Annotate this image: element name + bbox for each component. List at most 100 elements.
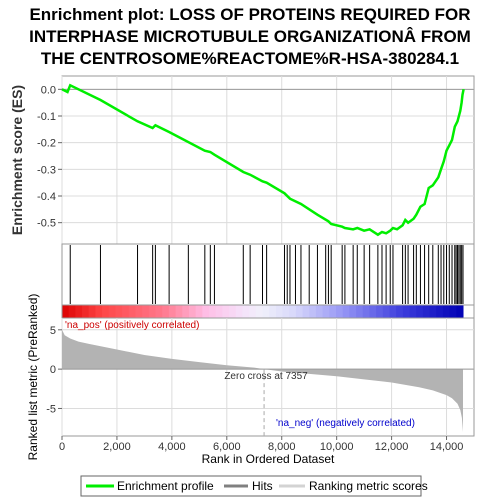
zero-cross-label: Zero cross at 7357 bbox=[224, 371, 308, 382]
x-tick-label: 14,000 bbox=[430, 441, 464, 453]
colorbar-segment bbox=[269, 305, 277, 318]
metric-axis-ticks: 5 0 -5 bbox=[46, 325, 62, 415]
es-panel bbox=[61, 75, 475, 245]
colorbar-segment bbox=[255, 305, 264, 318]
colorbar-segment bbox=[309, 305, 317, 318]
es-tick-label: -0.2 bbox=[37, 138, 56, 150]
es-tick-label: -0.5 bbox=[37, 218, 56, 230]
na-pos-label: 'na_pos' (positively correlated) bbox=[65, 320, 199, 331]
colorbar-segment bbox=[402, 305, 411, 318]
colorbar-segment bbox=[389, 305, 397, 318]
metric-axis-label: Ranked list metric (PreRanked) bbox=[26, 294, 40, 461]
colorbar-segment bbox=[188, 305, 197, 318]
colorbar-segment bbox=[122, 305, 130, 318]
colorbar-segment bbox=[442, 305, 451, 318]
colorbar-segment bbox=[315, 305, 324, 318]
colorbar-segment bbox=[376, 305, 384, 318]
colorbar-segment bbox=[362, 305, 370, 318]
legend-box bbox=[80, 475, 422, 497]
colorbar-segment bbox=[209, 305, 217, 318]
colorbar-segment bbox=[75, 305, 83, 318]
x-tick-label: 12,000 bbox=[375, 441, 409, 453]
colorbar-segment bbox=[295, 305, 304, 318]
colorbar-segment bbox=[409, 305, 417, 318]
colorbar-segment bbox=[82, 305, 90, 318]
colorbar-segment bbox=[349, 305, 357, 318]
x-tick-label: 8,000 bbox=[268, 441, 296, 453]
colorbar-segment bbox=[275, 305, 284, 318]
colorbar-segment bbox=[456, 305, 464, 318]
colorbar-segment bbox=[336, 305, 344, 318]
hits-marks bbox=[69, 245, 464, 304]
colorbar-segment bbox=[356, 305, 364, 318]
colorbar-segment bbox=[235, 305, 243, 318]
colorbar-segment bbox=[88, 305, 96, 318]
colorbar-segment bbox=[289, 305, 297, 318]
colorbar-segment bbox=[369, 305, 377, 318]
colorbar-segment bbox=[436, 305, 444, 318]
es-tick-label: -0.1 bbox=[37, 111, 56, 123]
na-neg-label: 'na_neg' (negatively correlated) bbox=[276, 418, 415, 429]
enrichment-profile-line bbox=[61, 83, 465, 237]
colorbar-segment bbox=[62, 305, 70, 318]
ranking-metric-area bbox=[62, 329, 464, 433]
x-tick-label: 0 bbox=[59, 441, 65, 453]
title-line-2: INTERPHASE MICROTUBULE ORGANIZATIONÂ FRO… bbox=[29, 27, 471, 46]
colorbar-segment bbox=[222, 305, 230, 318]
colorbar-segment bbox=[322, 305, 330, 318]
es-tick-label: -0.4 bbox=[37, 191, 56, 203]
colorbar-segment bbox=[449, 305, 457, 318]
colorbar-segment bbox=[422, 305, 431, 318]
colorbar-segment bbox=[182, 305, 190, 318]
colorbar-segment bbox=[175, 305, 183, 318]
colorbar-segment bbox=[162, 305, 170, 318]
colorbar-segment bbox=[242, 305, 250, 318]
colorbar-segment bbox=[108, 305, 116, 318]
colorbar-segment bbox=[202, 305, 210, 318]
x-tick-label: 10,000 bbox=[320, 441, 354, 453]
metric-tick-label: 0 bbox=[50, 364, 56, 376]
colorbar-segment bbox=[168, 305, 177, 318]
colorbar-segment bbox=[382, 305, 390, 318]
hits-panel bbox=[61, 243, 475, 306]
x-tick-label: 6,000 bbox=[213, 441, 241, 453]
colorbar-segment bbox=[102, 305, 110, 318]
es-tick-label: 0.0 bbox=[41, 84, 56, 96]
colorbar-segment bbox=[416, 305, 424, 318]
legend-metric-label: Ranking metric scores bbox=[309, 479, 428, 493]
es-axis-ticks: 0.0 -0.1 -0.2 -0.3 -0.4 -0.5 bbox=[37, 84, 62, 230]
colorbar-segment bbox=[282, 305, 290, 318]
colorbar-segment bbox=[429, 305, 437, 318]
colorbar-segment bbox=[262, 305, 270, 318]
colorbar-segment bbox=[135, 305, 143, 318]
colorbar-segment bbox=[142, 305, 150, 318]
title-line-1: Enrichment plot: LOSS OF PROTEINS REQUIR… bbox=[29, 5, 470, 24]
colorbar-segment bbox=[115, 305, 123, 318]
x-axis-label: Rank in Ordered Dataset bbox=[202, 452, 335, 466]
es-axis-label: Enrichment score (ES) bbox=[9, 85, 25, 235]
colorbar-segment bbox=[342, 305, 350, 318]
rank-colorbar bbox=[62, 305, 464, 318]
x-axis-ticks: 0 2,000 4,000 6,000 8,000 10,000 12,000 14,000 bbox=[59, 436, 463, 453]
legend-profile-label: Enrichment profile bbox=[117, 479, 214, 493]
colorbar-segment bbox=[195, 305, 203, 318]
colorbar-segment bbox=[329, 305, 337, 318]
colorbar-segment bbox=[128, 305, 137, 318]
colorbar-segment bbox=[249, 305, 257, 318]
colorbar-segment bbox=[148, 305, 157, 318]
colorbar-segment bbox=[95, 305, 103, 318]
x-tick-label: 2,000 bbox=[103, 441, 131, 453]
metric-tick-label: -5 bbox=[46, 403, 56, 415]
metric-tick-label: 5 bbox=[50, 325, 56, 337]
colorbar-segment bbox=[396, 305, 404, 318]
colorbar-segment bbox=[68, 305, 76, 318]
colorbar-segment bbox=[215, 305, 223, 318]
colorbar-segment bbox=[229, 305, 237, 318]
title-line-3: THE CENTROSOME%REACTOME%R-HSA-380284.1 bbox=[41, 49, 459, 68]
x-tick-label: 4,000 bbox=[158, 441, 186, 453]
legend-hits-label: Hits bbox=[252, 479, 273, 493]
colorbar-segment bbox=[155, 305, 163, 318]
colorbar-segment bbox=[302, 305, 310, 318]
es-tick-label: -0.3 bbox=[37, 164, 56, 176]
